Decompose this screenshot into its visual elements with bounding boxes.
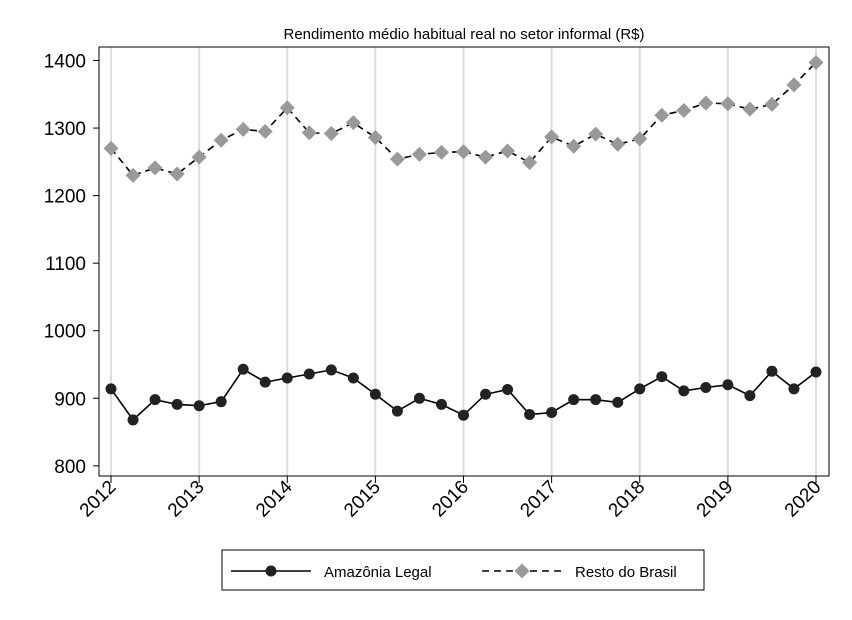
legend-marker-0 bbox=[265, 565, 277, 577]
data-point-resto bbox=[389, 151, 405, 167]
data-point-amazonia bbox=[105, 383, 117, 395]
data-point-resto bbox=[411, 146, 427, 162]
data-point-resto bbox=[786, 77, 802, 93]
y-tick-label: 900 bbox=[54, 389, 86, 410]
chart-title: Rendimento médio habitual real no setor … bbox=[283, 26, 644, 43]
legend: Amazônia Legal Resto do Brasil bbox=[221, 549, 705, 591]
data-point-amazonia bbox=[281, 372, 293, 384]
y-tick-label: 1400 bbox=[44, 52, 86, 73]
data-point-amazonia bbox=[502, 384, 514, 396]
data-point-resto bbox=[544, 129, 560, 145]
data-point-amazonia bbox=[568, 394, 580, 406]
data-point-resto bbox=[720, 96, 736, 112]
data-point-amazonia bbox=[325, 364, 337, 376]
data-point-amazonia bbox=[480, 388, 492, 400]
data-point-resto bbox=[301, 125, 317, 141]
y-tick-label: 1300 bbox=[44, 119, 86, 140]
data-point-resto bbox=[588, 126, 604, 142]
data-point-resto bbox=[147, 160, 163, 176]
data-point-resto bbox=[632, 131, 648, 147]
data-point-amazonia bbox=[634, 383, 646, 395]
data-point-resto bbox=[500, 143, 516, 159]
data-point-resto bbox=[456, 144, 471, 160]
data-point-resto bbox=[433, 144, 449, 160]
data-point-amazonia bbox=[193, 400, 205, 412]
data-point-amazonia bbox=[237, 363, 249, 375]
data-point-resto bbox=[566, 138, 582, 154]
data-point-resto bbox=[235, 121, 251, 137]
data-point-resto bbox=[213, 132, 229, 148]
data-point-resto bbox=[323, 125, 339, 141]
data-point-resto bbox=[191, 149, 207, 165]
data-point-amazonia bbox=[369, 388, 381, 400]
data-point-amazonia bbox=[656, 371, 668, 383]
data-point-resto bbox=[345, 115, 361, 131]
data-point-amazonia bbox=[391, 405, 403, 417]
data-point-amazonia bbox=[678, 385, 690, 397]
legend-box bbox=[221, 549, 705, 591]
data-point-resto bbox=[808, 55, 824, 71]
data-point-resto bbox=[367, 130, 383, 146]
y-tick-label: 800 bbox=[54, 457, 86, 478]
y-tick-label: 1200 bbox=[44, 187, 86, 208]
data-point-amazonia bbox=[744, 390, 756, 402]
data-point-resto bbox=[742, 101, 758, 117]
data-point-amazonia bbox=[435, 398, 447, 410]
y-tick-label: 1000 bbox=[44, 322, 86, 343]
data-point-amazonia bbox=[171, 398, 183, 410]
data-point-resto bbox=[654, 107, 670, 123]
data-point-amazonia bbox=[700, 381, 712, 393]
data-point-amazonia bbox=[590, 394, 602, 406]
series-markers bbox=[103, 55, 824, 426]
legend-label-0: Amazônia Legal bbox=[324, 564, 432, 581]
data-point-amazonia bbox=[347, 372, 359, 384]
data-point-amazonia bbox=[524, 409, 536, 421]
data-point-amazonia bbox=[127, 414, 139, 426]
data-point-amazonia bbox=[458, 409, 469, 421]
data-point-resto bbox=[125, 167, 141, 183]
data-point-amazonia bbox=[303, 368, 315, 380]
data-point-amazonia bbox=[413, 392, 425, 404]
data-point-amazonia bbox=[149, 394, 161, 406]
data-point-amazonia bbox=[788, 383, 800, 395]
y-tick-label: 1100 bbox=[45, 254, 86, 275]
data-point-resto bbox=[169, 166, 185, 182]
data-point-resto bbox=[610, 136, 626, 152]
data-point-amazonia bbox=[546, 406, 558, 418]
data-point-resto bbox=[478, 149, 494, 165]
data-point-amazonia bbox=[215, 396, 227, 408]
data-point-resto bbox=[522, 155, 538, 171]
data-point-resto bbox=[676, 103, 692, 119]
data-point-resto bbox=[103, 140, 119, 156]
data-point-amazonia bbox=[612, 396, 624, 408]
data-point-resto bbox=[698, 95, 714, 111]
data-point-amazonia bbox=[722, 379, 734, 391]
legend-label-1: Resto do Brasil bbox=[575, 564, 677, 581]
data-point-amazonia bbox=[766, 365, 778, 377]
legend-marker-1 bbox=[514, 563, 530, 579]
data-point-amazonia bbox=[810, 366, 822, 378]
data-point-amazonia bbox=[259, 376, 271, 388]
gridlines bbox=[110, 47, 817, 476]
series-line-1 bbox=[110, 61, 817, 177]
data-point-resto bbox=[764, 96, 780, 112]
data-point-resto bbox=[257, 123, 273, 139]
data-point-resto bbox=[279, 100, 295, 116]
